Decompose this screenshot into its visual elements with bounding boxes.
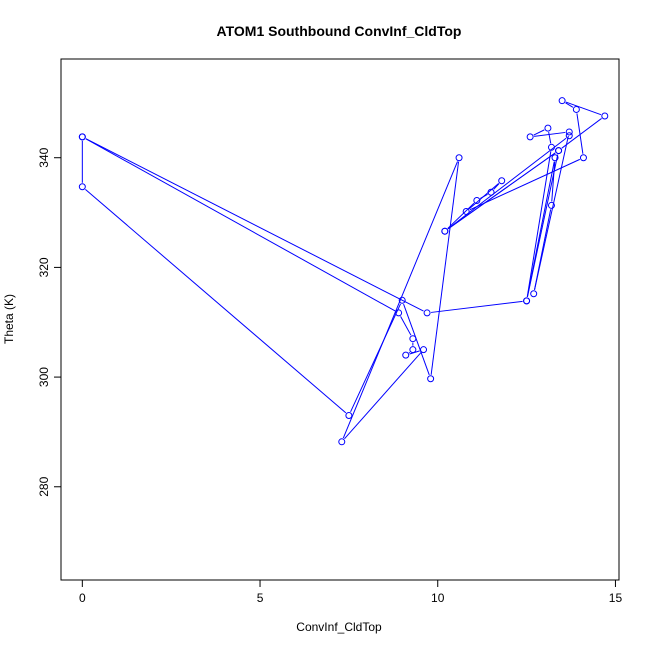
y-tick-label: 280 xyxy=(37,476,51,496)
data-point xyxy=(523,297,531,305)
data-point xyxy=(427,375,435,383)
series-segment xyxy=(576,113,584,154)
series-segment xyxy=(526,151,552,297)
y-tick-label: 300 xyxy=(37,367,51,387)
series-segment xyxy=(403,303,430,376)
series-segment xyxy=(533,129,545,136)
data-point xyxy=(547,143,555,151)
data-point xyxy=(402,351,410,359)
y-tick-label: 340 xyxy=(37,147,51,167)
data-point xyxy=(78,133,86,141)
data-point xyxy=(345,411,353,419)
y-tick-label: 320 xyxy=(37,257,51,277)
data-point xyxy=(555,147,563,155)
series-segment xyxy=(344,352,422,440)
data-point xyxy=(565,132,573,140)
x-tick-label: 5 xyxy=(257,591,264,605)
series-segment xyxy=(469,158,581,211)
series-segment xyxy=(430,300,523,313)
data-series xyxy=(78,97,609,446)
y-axis: 280 300 320 340 xyxy=(37,147,62,497)
data-point xyxy=(78,183,86,191)
series-segment xyxy=(85,189,347,414)
series-segment xyxy=(85,138,424,312)
data-point xyxy=(498,177,506,185)
data-point xyxy=(462,207,470,215)
data-point xyxy=(338,438,346,446)
series-segment xyxy=(430,161,460,375)
data-point xyxy=(558,97,566,105)
series-segment xyxy=(447,152,556,230)
data-point xyxy=(579,154,587,162)
data-point xyxy=(544,124,552,132)
series-segment xyxy=(468,182,500,210)
data-point xyxy=(398,296,406,304)
x-tick-label: 10 xyxy=(431,591,445,605)
data-point xyxy=(395,309,403,317)
series-segment xyxy=(400,316,412,336)
data-point xyxy=(473,196,481,204)
series-segment xyxy=(447,202,475,229)
data-point xyxy=(551,154,559,162)
series-segment xyxy=(534,131,566,137)
y-axis-label: Theta (K) xyxy=(2,294,16,344)
x-tick-label: 15 xyxy=(609,591,623,605)
series-segment xyxy=(408,351,410,354)
series-segment xyxy=(85,138,396,312)
series-segment xyxy=(526,154,559,298)
series-segment xyxy=(493,183,500,190)
data-point xyxy=(565,128,573,136)
data-point xyxy=(601,112,609,120)
data-point xyxy=(409,335,417,343)
chart-title: ATOM1 Southbound ConvInf_CldTop xyxy=(217,23,462,39)
x-tick-label: 0 xyxy=(79,591,86,605)
data-point xyxy=(420,346,428,354)
data-point xyxy=(487,188,495,196)
data-point xyxy=(547,201,555,209)
data-point xyxy=(455,154,463,162)
data-point xyxy=(526,133,534,141)
data-point xyxy=(530,290,538,298)
series-segment xyxy=(565,101,602,116)
data-point xyxy=(441,227,449,235)
series-segment xyxy=(565,102,574,108)
series-segment xyxy=(534,135,569,290)
x-axis: 0 5 10 15 xyxy=(79,579,623,605)
series-segment xyxy=(350,303,401,413)
series-segment xyxy=(447,137,567,230)
series-segment xyxy=(561,118,602,149)
data-point xyxy=(409,346,417,354)
series-segment xyxy=(551,161,556,202)
series-segment xyxy=(548,131,552,144)
x-axis-label: ConvInf_CldTop xyxy=(296,620,382,634)
data-point xyxy=(423,309,431,317)
data-point xyxy=(572,105,580,113)
plot-frame xyxy=(60,58,620,581)
